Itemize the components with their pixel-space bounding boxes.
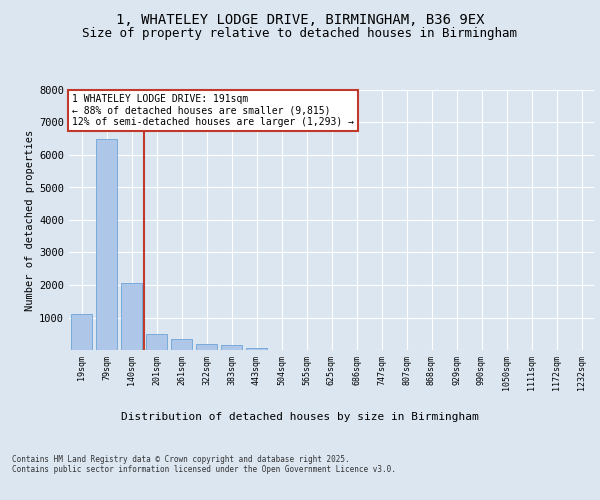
Bar [146,334,167,350]
Text: 1 WHATELEY LODGE DRIVE: 191sqm
← 88% of detached houses are smaller (9,815)
12% : 1 WHATELEY LODGE DRIVE: 191sqm ← 88% of … [71,94,353,127]
Text: 1, WHATELEY LODGE DRIVE, BIRMINGHAM, B36 9EX: 1, WHATELEY LODGE DRIVE, BIRMINGHAM, B36… [116,12,484,26]
Bar [246,348,267,350]
Y-axis label: Number of detached properties: Number of detached properties [25,130,35,310]
Bar [96,138,117,350]
Bar [71,314,92,350]
Text: Size of property relative to detached houses in Birmingham: Size of property relative to detached ho… [83,28,517,40]
Text: Distribution of detached houses by size in Birmingham: Distribution of detached houses by size … [121,412,479,422]
Bar [221,345,242,350]
Bar [196,344,217,350]
Bar [171,340,192,350]
Bar [121,284,142,350]
Text: Contains HM Land Registry data © Crown copyright and database right 2025.
Contai: Contains HM Land Registry data © Crown c… [12,455,396,474]
